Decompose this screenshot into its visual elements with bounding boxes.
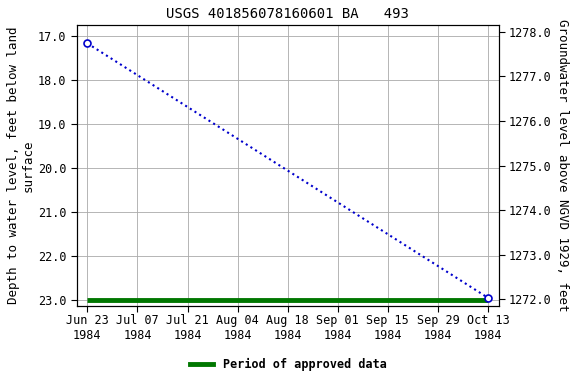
Title: USGS 401856078160601 BA   493: USGS 401856078160601 BA 493 — [166, 7, 409, 21]
Y-axis label: Depth to water level, feet below land
surface: Depth to water level, feet below land su… — [7, 27, 35, 304]
Legend: Period of approved data: Period of approved data — [185, 354, 391, 376]
Y-axis label: Groundwater level above NGVD 1929, feet: Groundwater level above NGVD 1929, feet — [556, 19, 569, 312]
